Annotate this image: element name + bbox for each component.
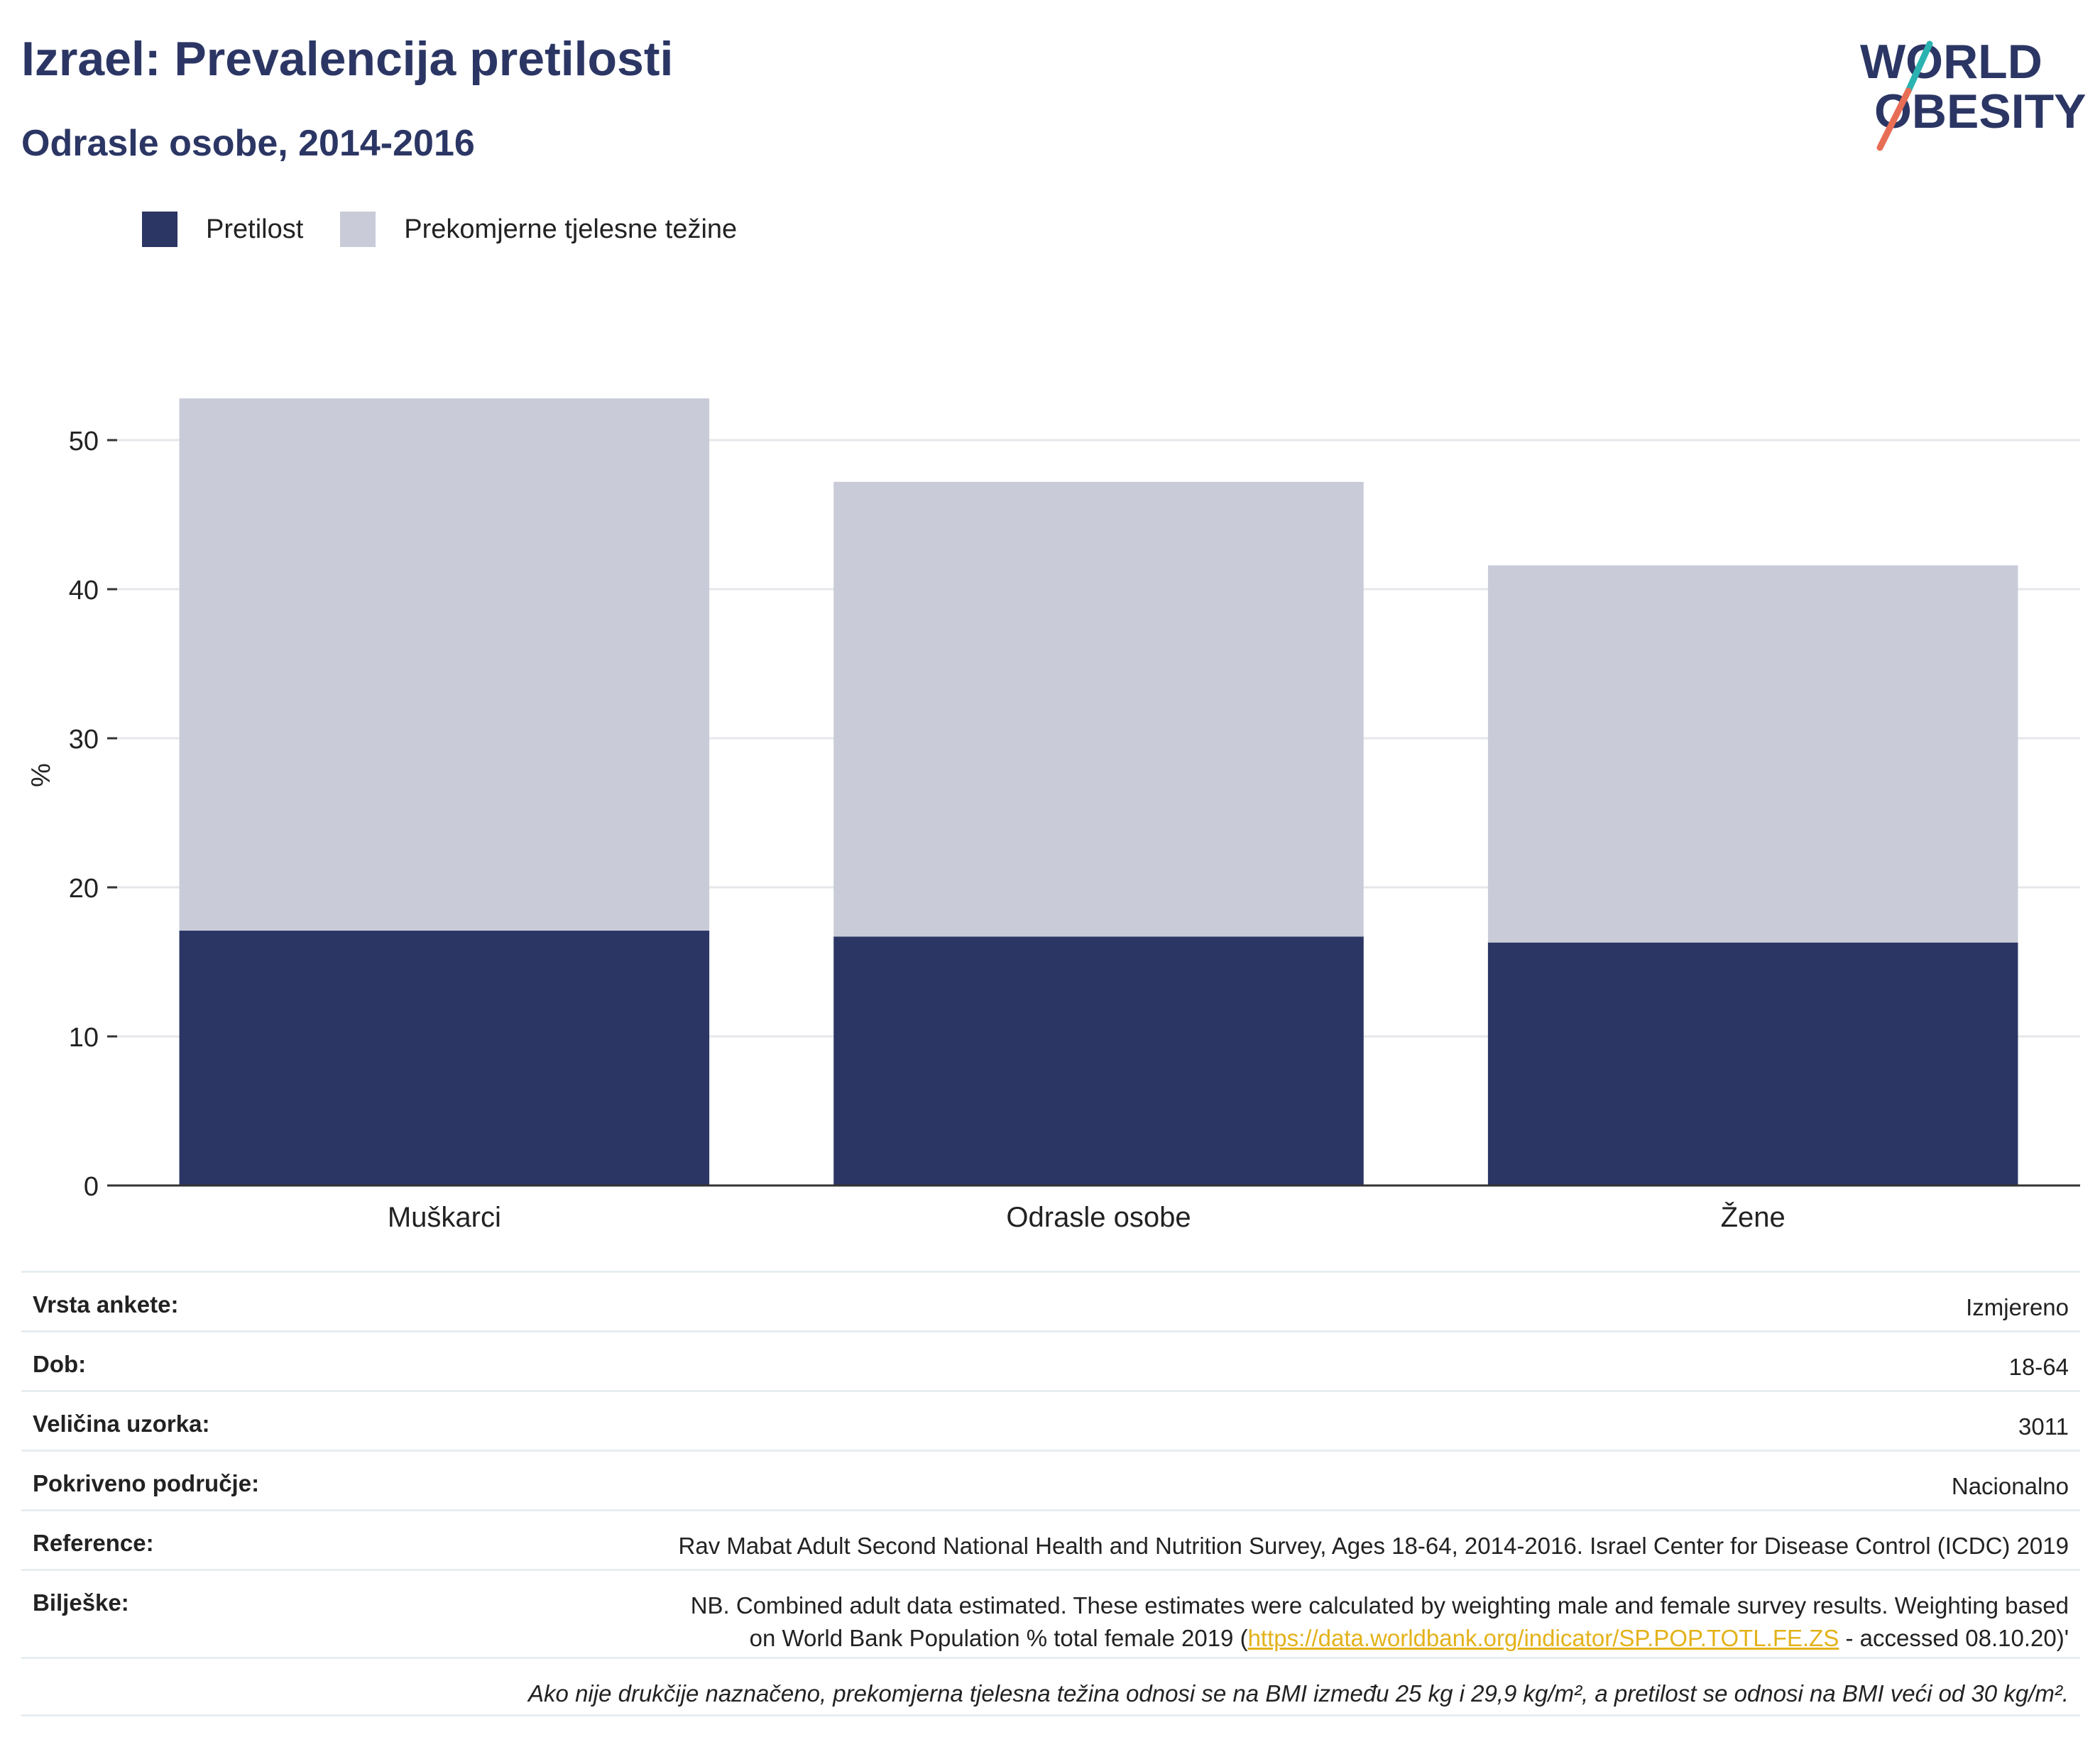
bar-overweight-0[interactable] <box>179 398 710 931</box>
bar-overweight-2[interactable] <box>1487 565 2018 943</box>
notes-line-2-start: on World Bank Population % total female … <box>749 1625 1248 1652</box>
world-obesity-logo: WORLD OBESITY <box>1860 35 2087 151</box>
info-key: Veličina uzorka: <box>33 1411 210 1437</box>
info-value: Izmjereno <box>1966 1294 2069 1320</box>
info-row-coverage: Pokriveno područje: Nacionalno <box>21 1450 2080 1509</box>
legend-swatch-overweight <box>340 212 376 247</box>
bmi-footnote: Ako nije drukčije naznačeno, prekomjerna… <box>528 1680 2069 1707</box>
y-tick-label-0: 0 <box>84 1172 99 1202</box>
x-tick-label-1: Odrasle osobe <box>1006 1202 1191 1233</box>
y-axis-ticks: 0 10 20 30 40 50 <box>69 427 117 1202</box>
info-row-sample-size: Veličina uzorka: 3011 <box>21 1390 2080 1450</box>
notes-link[interactable]: https://data.worldbank.org/indicator/SP.… <box>1247 1625 1839 1652</box>
info-value: Rav Mabat Adult Second National Health a… <box>678 1533 2069 1559</box>
info-row-notes: Bilješke: NB. Combined adult data estima… <box>21 1569 2080 1657</box>
info-value: 3011 <box>2018 1413 2069 1440</box>
chart-subtitle: Odrasle osobe, 2014-2016 <box>21 123 475 164</box>
bar-overweight-1[interactable] <box>833 481 1364 937</box>
info-key: Reference: <box>33 1530 154 1556</box>
info-row-age: Dob: 18-64 <box>21 1330 2080 1390</box>
info-row-footnote: Ako nije drukčije naznačeno, prekomjerna… <box>21 1657 2080 1716</box>
info-key: Dob: <box>33 1351 87 1377</box>
x-tick-label-2: Žene <box>1721 1201 1785 1233</box>
notes-line-1: NB. Combined adult data estimated. These… <box>690 1592 2069 1619</box>
y-axis-label: % <box>26 763 56 787</box>
y-tick-label-50: 50 <box>69 427 99 456</box>
info-value: 18-64 <box>2008 1354 2069 1380</box>
notes-line-2-end: - accessed 08.10.20)' <box>1839 1625 2069 1652</box>
bars <box>179 398 2018 1185</box>
y-tick-label-20: 20 <box>69 874 99 904</box>
info-key: Pokriveno područje: <box>33 1470 260 1496</box>
x-axis-ticks: Muškarci Odrasle osobe Žene <box>388 1201 1785 1233</box>
bar-obesity-1[interactable] <box>833 936 1364 1185</box>
logo-word-1: WORLD <box>1860 35 2042 89</box>
legend-label-overweight: Prekomjerne tjelesne težine <box>404 214 738 244</box>
y-tick-label-10: 10 <box>69 1023 99 1053</box>
chart-title: Izrael: Prevalencija pretilosti <box>21 32 674 86</box>
chart-legend: Pretilost Prekomjerne tjelesne težine <box>142 212 774 247</box>
info-key: Bilješke: <box>33 1589 129 1616</box>
info-value: Nacionalno <box>1951 1473 2069 1499</box>
info-row-reference: Reference: Rav Mabat Adult Second Nation… <box>21 1509 2080 1569</box>
info-key: Vrsta ankete: <box>33 1291 179 1318</box>
info-value-notes: NB. Combined adult data estimated. These… <box>691 1589 2069 1655</box>
bar-obesity-2[interactable] <box>1487 942 2018 1185</box>
legend-item-overweight[interactable]: Prekomjerne tjelesne težine <box>340 212 737 247</box>
y-tick-label-30: 30 <box>69 725 99 755</box>
bar-obesity-0[interactable] <box>179 930 710 1185</box>
y-tick-label-40: 40 <box>69 576 99 606</box>
legend-label-obesity: Pretilost <box>206 214 304 244</box>
legend-item-obesity[interactable]: Pretilost <box>142 212 303 247</box>
legend-swatch-obesity <box>142 212 177 247</box>
survey-info-table: Vrsta ankete: Izmjereno Dob: 18-64 Velič… <box>21 1271 2080 1716</box>
stacked-bar-chart: 0 10 20 30 40 50 Muškarci Odrasle osobe Žene % <box>26 398 2080 1233</box>
x-tick-label-0: Muškarci <box>388 1202 501 1233</box>
info-row-survey-type: Vrsta ankete: Izmjereno <box>21 1271 2080 1330</box>
